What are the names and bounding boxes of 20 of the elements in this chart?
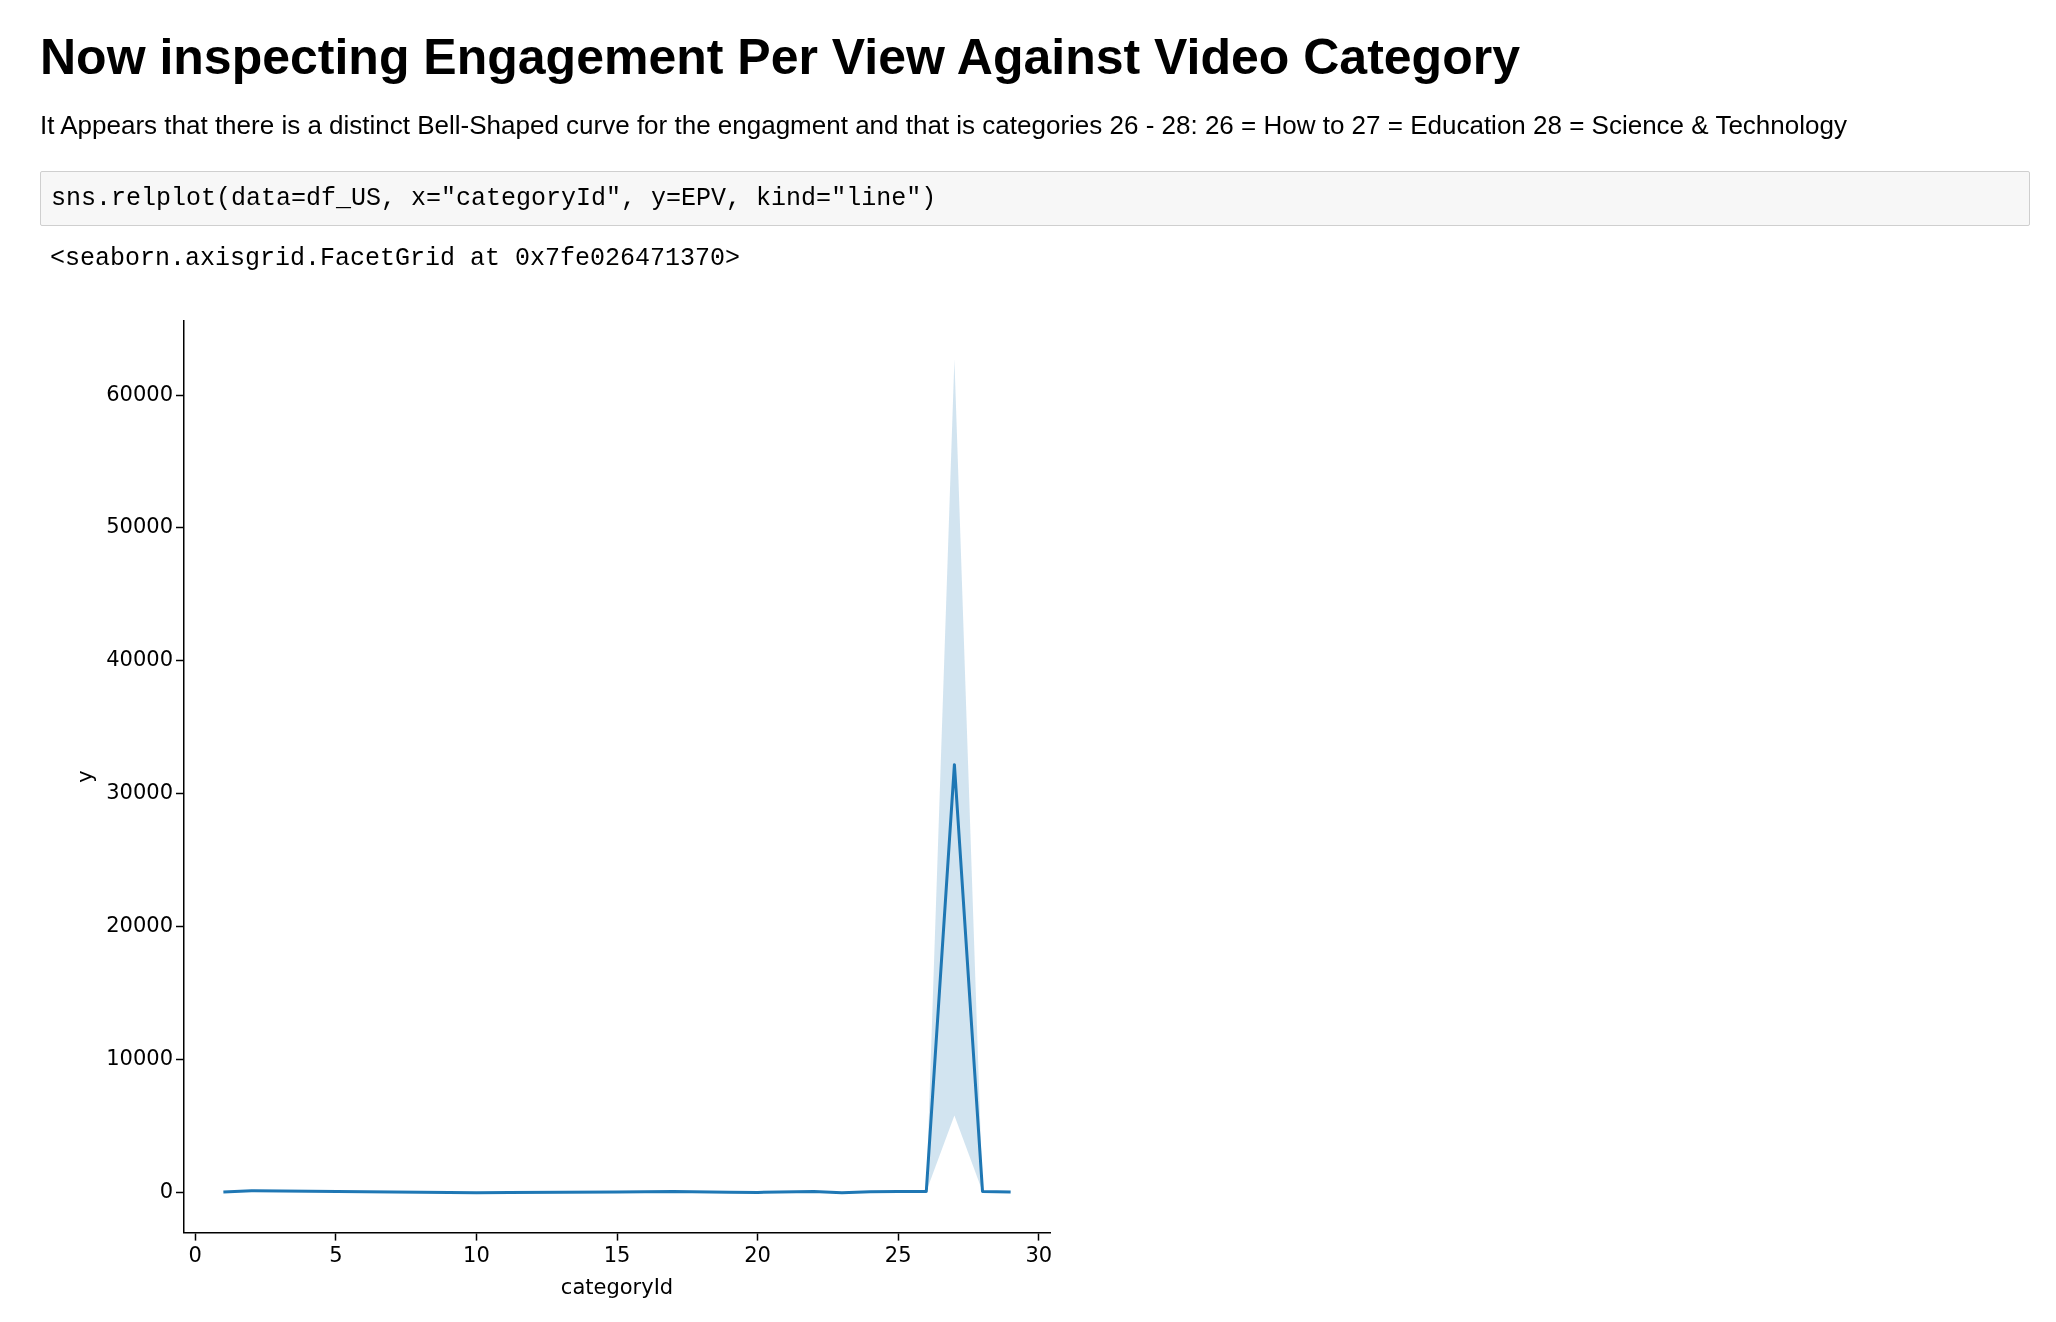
y-tick-label: 20000 <box>106 913 173 938</box>
x-tick-label: 10 <box>463 1242 490 1267</box>
x-tick-label: 0 <box>188 1242 202 1267</box>
y-tick-label: 30000 <box>106 780 173 805</box>
text: <seaborn.axisgrid.FacetGrid at 0x7fe026471370> <box>49 243 742 275</box>
y-axis-title: y <box>73 770 98 783</box>
y-tick-label: 50000 <box>106 514 173 539</box>
x-tick-label: 25 <box>884 1242 912 1267</box>
chart-title: Now inspecting Engagement Per View Against Video Category <box>40 28 1521 86</box>
text: sns.relplot(data=df_US, x="categoryId", y=EPV, kind="line") <box>40 171 2030 226</box>
x-tick-label: 20 <box>744 1242 771 1267</box>
x-tick-label: 5 <box>329 1242 343 1267</box>
y-tick-label: 60000 <box>106 381 173 406</box>
x-axis-title: categoryId <box>560 1274 674 1299</box>
chart-subtitle: It Appears that there is a distinct Bell-Shaped curve for the engagment and that is categories 26 - 28: 26 = How to 27 = Education 28 = Science & Technology <box>40 110 1848 141</box>
y-tick-label: 0 <box>159 1179 173 1204</box>
y-tick-label: 40000 <box>106 647 173 672</box>
x-tick-label: 15 <box>603 1242 631 1267</box>
y-tick-label: 10000 <box>106 1046 173 1071</box>
x-tick-label: 30 <box>1025 1242 1053 1267</box>
